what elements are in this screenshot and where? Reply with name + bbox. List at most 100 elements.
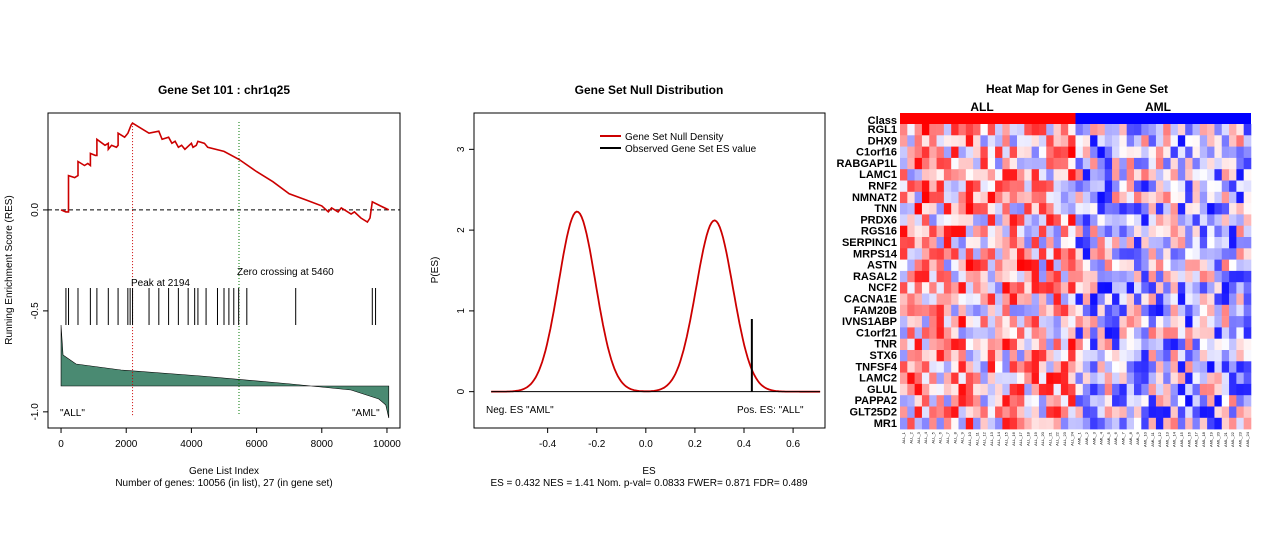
heat-cell	[1126, 225, 1135, 238]
heat-cell	[1229, 316, 1237, 328]
heat-cell	[1134, 225, 1142, 238]
heat-cell	[1192, 406, 1201, 419]
heat-cell	[1134, 157, 1142, 170]
heat-cell	[1214, 383, 1223, 396]
heat-cell	[1214, 316, 1223, 328]
heat-cell	[1075, 191, 1084, 204]
heat-cell	[973, 350, 981, 362]
heat-cell	[1097, 225, 1106, 238]
heat-cell	[1017, 157, 1025, 170]
gene-label: CACNA1E	[844, 294, 897, 306]
heat-cell	[914, 237, 923, 249]
heat-cell	[1075, 417, 1084, 430]
heat-cell	[1090, 124, 1098, 136]
heat-cell	[987, 191, 996, 204]
heat-cell	[1126, 417, 1135, 430]
heat-cell	[1104, 417, 1113, 430]
heat-cell	[1207, 146, 1215, 159]
heat-cell	[965, 304, 974, 317]
heat-cell	[1148, 124, 1157, 136]
sample-label: AML_14	[1172, 431, 1177, 447]
heat-cell	[943, 191, 952, 204]
heat-cell	[936, 372, 945, 385]
heat-cell	[1112, 372, 1120, 385]
heat-cell	[1017, 191, 1025, 204]
heat-cell	[1024, 135, 1032, 147]
heat-cell	[951, 395, 959, 407]
heat-cell	[987, 361, 996, 373]
heat-cell	[1185, 327, 1193, 339]
heat-cell	[929, 203, 937, 215]
heat-cell	[1031, 417, 1040, 430]
heat-cell	[1229, 270, 1237, 283]
heat-cell	[1053, 383, 1062, 396]
heat-cell	[958, 270, 967, 283]
heat-cell	[1199, 259, 1208, 272]
heat-cell	[1031, 293, 1040, 306]
heat-cell	[1207, 237, 1215, 249]
heat-cell	[1009, 304, 1018, 317]
heat-cell	[995, 259, 1003, 272]
heat-cell	[1177, 214, 1186, 226]
heat-cell	[1112, 270, 1120, 283]
heat-cell	[1082, 327, 1091, 339]
heat-cell	[1141, 237, 1149, 249]
heat-cell	[1229, 203, 1237, 215]
heat-cell	[936, 395, 945, 407]
heat-cell	[914, 316, 923, 328]
heat-cell	[1155, 146, 1164, 159]
heat-cell	[1177, 124, 1186, 136]
heat-cell	[914, 282, 923, 294]
heat-cell	[1082, 395, 1091, 407]
heat-cell	[1053, 395, 1062, 407]
heat-cell	[1148, 248, 1157, 260]
heat-cell	[1207, 372, 1215, 385]
heat-cell	[1134, 237, 1142, 249]
heat-cell	[1075, 327, 1084, 339]
heat-cell	[1053, 406, 1062, 419]
heat-cell	[1002, 214, 1010, 226]
heat-cell	[1112, 395, 1120, 407]
heat-cell	[1170, 417, 1179, 430]
heat-cell	[1046, 293, 1054, 306]
heat-cell	[1060, 180, 1069, 193]
heat-cell	[1214, 248, 1223, 260]
heat-cell	[1207, 214, 1215, 226]
sample-label: ALL_3	[916, 431, 921, 443]
heat-cell	[1229, 372, 1237, 385]
heat-cell	[1053, 180, 1062, 193]
heat-cell	[936, 225, 945, 238]
class-bar	[900, 113, 1251, 124]
heat-cell	[1060, 259, 1069, 272]
res-line	[60, 122, 390, 224]
heat-cell	[943, 350, 952, 362]
heat-cell	[907, 191, 915, 204]
heat-cell	[1141, 191, 1149, 204]
heat-cell	[1009, 282, 1018, 294]
x-tick-label: 2000	[115, 439, 138, 450]
heat-cell	[1017, 237, 1025, 249]
heat-cell	[1002, 237, 1010, 249]
heat-cell	[1046, 282, 1054, 294]
heat-cell	[1046, 316, 1054, 328]
heat-cell	[1090, 237, 1098, 249]
heat-cell	[1024, 180, 1032, 193]
heat-cell	[958, 361, 967, 373]
heat-cell	[1024, 304, 1032, 317]
heat-cell	[1229, 135, 1237, 147]
heat-cell	[1104, 214, 1113, 226]
heat-cell	[1104, 372, 1113, 385]
heat-cell	[965, 372, 974, 385]
heat-cell	[1017, 169, 1025, 181]
heat-cell	[1148, 135, 1157, 147]
x-tick-label: 10000	[373, 439, 401, 450]
heat-cell	[965, 180, 974, 193]
heat-cell	[900, 259, 908, 272]
heat-cell	[907, 146, 915, 159]
heat-cell	[958, 203, 967, 215]
heat-cell	[1141, 282, 1149, 294]
sample-label: AML_3	[1091, 431, 1096, 444]
heat-cell	[995, 304, 1003, 317]
heat-cell	[1177, 361, 1186, 373]
gene-label: C1orf21	[856, 327, 897, 339]
